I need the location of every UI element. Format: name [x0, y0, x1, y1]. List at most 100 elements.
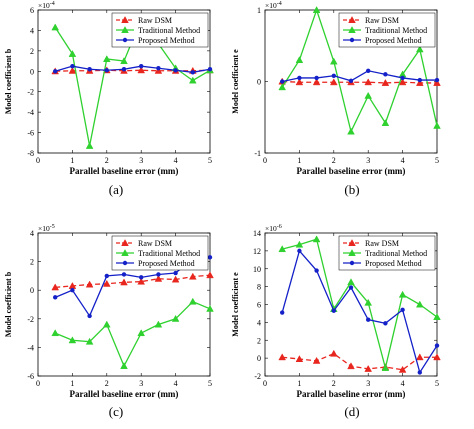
x-tick-label: 0	[263, 156, 267, 165]
data-point-raw	[171, 275, 180, 283]
data-point-traditional	[102, 55, 111, 62]
data-point-proposed	[348, 78, 354, 83]
data-point-proposed	[70, 288, 75, 293]
legend-swatch-marker	[348, 239, 356, 246]
x-tick-label: 2	[332, 379, 336, 388]
x-tick-label: 1	[70, 156, 74, 165]
axis-exponent-label: ×10-4	[38, 1, 55, 10]
data-point-traditional	[433, 121, 441, 129]
data-point-proposed	[207, 255, 213, 260]
data-point-traditional	[312, 235, 321, 243]
data-point-raw	[295, 78, 304, 86]
x-tick-label: 5	[435, 156, 439, 165]
data-point-traditional	[171, 314, 180, 322]
exponent-power: -4	[277, 1, 282, 7]
y-tick-label: 0	[257, 78, 261, 87]
legend-swatch-marker	[121, 26, 129, 33]
y-tick-label: 0	[30, 67, 34, 76]
y-tick-label: -4	[27, 108, 34, 117]
data-point-raw	[295, 355, 304, 362]
y-axis-label: Model coefficient b	[4, 271, 13, 337]
data-point-proposed	[139, 275, 144, 280]
x-tick-label: 5	[208, 156, 212, 165]
y-tick-label: 6	[257, 301, 261, 310]
data-point-traditional	[278, 245, 287, 253]
y-tick-label: 6	[30, 6, 34, 15]
legend-entry-label: Raw DSM	[365, 16, 399, 25]
series-line-traditional	[54, 300, 211, 368]
y-tick-label: 4	[257, 318, 261, 327]
data-point-raw	[154, 274, 163, 282]
data-point-proposed	[434, 77, 440, 83]
exponent-power: -5	[50, 224, 55, 230]
series-proposed	[280, 68, 440, 84]
data-point-traditional	[154, 320, 163, 328]
series-line-proposed	[282, 70, 437, 83]
x-tick-label: 1	[70, 379, 74, 388]
data-point-traditional	[102, 320, 111, 328]
y-axis-label: Model coefficient e	[231, 49, 240, 114]
data-point-proposed	[434, 343, 440, 348]
data-point-traditional	[120, 362, 128, 369]
x-tick-label: 4	[401, 379, 405, 388]
data-point-raw	[154, 66, 163, 74]
y-tick-label: 14	[253, 229, 261, 238]
data-point-raw	[433, 79, 441, 86]
data-point-raw	[364, 364, 373, 372]
y-axis-label: Model coefficient e	[231, 272, 240, 337]
data-point-traditional	[364, 298, 373, 306]
data-point-proposed	[156, 272, 161, 277]
data-point-proposed	[400, 307, 405, 313]
data-point-traditional	[329, 57, 338, 65]
y-tick-label: 8	[257, 283, 261, 292]
data-point-traditional	[415, 45, 424, 53]
data-point-proposed	[348, 285, 354, 290]
x-tick-label: 3	[366, 156, 370, 165]
legend-entry-label: Traditional Method	[365, 249, 427, 258]
data-point-proposed	[207, 67, 213, 72]
data-point-proposed	[280, 79, 285, 84]
data-point-proposed	[70, 63, 75, 69]
x-tick-label: 2	[105, 156, 109, 165]
x-tick-label: 1	[297, 156, 301, 165]
data-point-proposed	[156, 66, 161, 71]
data-point-raw	[206, 271, 214, 279]
data-point-proposed	[331, 73, 336, 78]
x-axis-label: Parallel baseline error (mm)	[70, 166, 179, 176]
y-tick-label: 12	[253, 247, 261, 256]
data-point-traditional	[415, 300, 424, 308]
data-point-proposed	[173, 270, 178, 276]
data-point-raw	[137, 66, 146, 74]
data-point-raw	[364, 78, 373, 86]
legend-swatch-marker	[349, 260, 355, 266]
data-point-traditional	[398, 290, 407, 298]
data-point-raw	[415, 79, 424, 86]
x-tick-label: 0	[36, 379, 40, 388]
data-point-traditional	[51, 329, 60, 337]
y-tick-label: -2	[27, 315, 34, 324]
y-tick-label: 10	[253, 265, 261, 274]
data-point-proposed	[121, 67, 127, 72]
series-line-raw	[55, 274, 211, 288]
data-point-traditional	[295, 240, 304, 248]
exponent-base: ×10	[265, 1, 277, 10]
data-point-proposed	[417, 77, 422, 83]
x-axis-label: Parallel baseline error (mm)	[297, 166, 406, 176]
legend-swatch-marker	[122, 260, 128, 266]
legend-entry-label: Traditional Method	[365, 26, 427, 35]
exponent-power: -4	[50, 1, 55, 7]
data-point-proposed	[383, 72, 388, 77]
legend-swatch-marker	[348, 249, 356, 256]
data-point-proposed	[190, 70, 195, 75]
data-point-proposed	[280, 310, 285, 315]
x-tick-label: 0	[36, 156, 40, 165]
data-point-traditional	[120, 57, 128, 65]
series-line-proposed	[55, 65, 211, 73]
data-point-raw	[68, 66, 77, 74]
data-point-proposed	[173, 68, 178, 73]
y-tick-label: 2	[30, 47, 34, 56]
data-point-traditional	[51, 23, 60, 31]
series-traditional	[51, 297, 214, 369]
data-point-traditional	[433, 313, 441, 320]
